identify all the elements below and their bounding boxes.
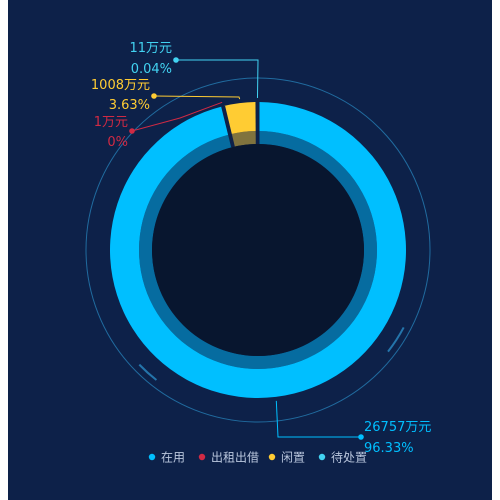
legend-swatch: [318, 453, 326, 461]
data-label-percent: 0.04%: [131, 62, 172, 77]
slice-separator: [222, 105, 235, 148]
legend-label: 出租出借: [211, 451, 259, 465]
legend-label: 在用: [161, 451, 185, 465]
data-label-percent: 3.63%: [109, 98, 150, 113]
legend-item[interactable]: 在用: [148, 451, 185, 465]
leader-dot: [358, 434, 364, 440]
leader-line: [131, 101, 223, 132]
legend-label: 闲置: [281, 451, 305, 465]
leader-line: [176, 59, 259, 99]
inner-disc: [152, 144, 364, 356]
inner-ring-layer: [139, 101, 378, 369]
leader-dot: [129, 128, 135, 134]
leader-dot: [173, 57, 179, 63]
legend-swatch: [148, 453, 156, 461]
legend-item[interactable]: 出租出借: [198, 451, 259, 465]
legend-swatch: [198, 453, 206, 461]
guide-accent-arc: [387, 326, 405, 353]
legend-item[interactable]: 待处置: [318, 451, 367, 465]
data-label-percent: 96.33%: [364, 441, 414, 456]
pie-slice-inner-band: [230, 131, 257, 147]
leader-dot: [151, 93, 157, 99]
data-label-value: 1万元: [94, 115, 128, 130]
leader-line: [275, 400, 361, 438]
leader-line-layer: [129, 57, 364, 440]
legend: 在用 出租出借 闲置 待处置: [148, 451, 367, 465]
data-label-percent: 0%: [107, 135, 128, 150]
pie-slice: [224, 102, 257, 135]
data-label-value: 26757万元: [364, 420, 431, 435]
legend-label: 待处置: [331, 451, 367, 465]
leader-line: [153, 95, 241, 100]
data-label-layer: 26757万元 96.33% 1万元 0% 1008万元 3.63% 11万元 0.04%: [91, 41, 431, 456]
legend-swatch: [268, 453, 276, 461]
data-label-value: 1008万元: [91, 78, 150, 93]
legend-item[interactable]: 闲置: [268, 451, 305, 465]
data-label-value: 11万元: [129, 41, 172, 56]
guide-accent-arc: [138, 363, 158, 381]
